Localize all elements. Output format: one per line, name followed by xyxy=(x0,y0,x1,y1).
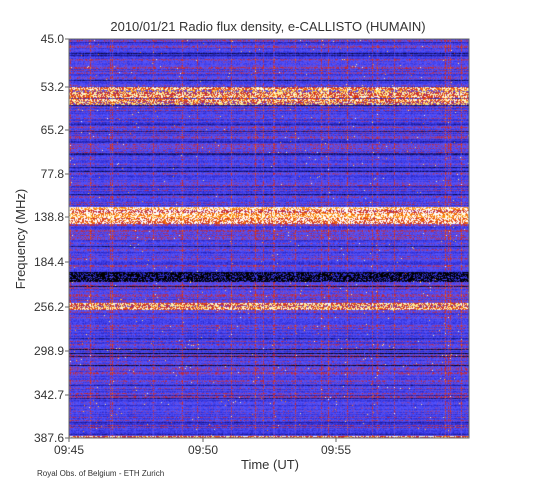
x-tick-label: 09:50 xyxy=(188,443,218,457)
spectrogram-image xyxy=(69,39,469,438)
y-tick-label: 53.2 xyxy=(41,80,65,94)
plot-frame xyxy=(68,38,470,439)
credit-text: Royal Obs. of Belgium - ETH Zurich xyxy=(37,469,164,478)
y-tick-label: 77.8 xyxy=(41,167,65,181)
y-tick-label: 387.6 xyxy=(34,431,64,445)
spectrogram-plot-area xyxy=(69,39,469,438)
y-tick-label: 45.0 xyxy=(41,32,65,46)
y-tick-label: 256.2 xyxy=(34,300,64,314)
y-axis: 45.0 53.2 65.2 77.8 138.8 184.4 256.2 298.9 342.… xyxy=(34,32,69,445)
y-tick-label: 65.2 xyxy=(41,123,65,137)
y-tick-label: 298.9 xyxy=(34,344,64,358)
y-axis-label: Frequency (MHz) xyxy=(13,189,28,289)
x-tick-label: 09:45 xyxy=(54,443,84,457)
x-axis: 09:45 09:50 09:55 xyxy=(54,438,351,457)
y-tick-label: 342.7 xyxy=(34,388,64,402)
y-tick-label: 184.4 xyxy=(34,255,64,269)
y-tick-label: 138.8 xyxy=(34,210,64,224)
chart-title: 2010/01/21 Radio flux density, e-CALLIST… xyxy=(110,19,425,34)
x-axis-label: Time (UT) xyxy=(241,457,299,472)
x-tick-label: 09:55 xyxy=(321,443,351,457)
